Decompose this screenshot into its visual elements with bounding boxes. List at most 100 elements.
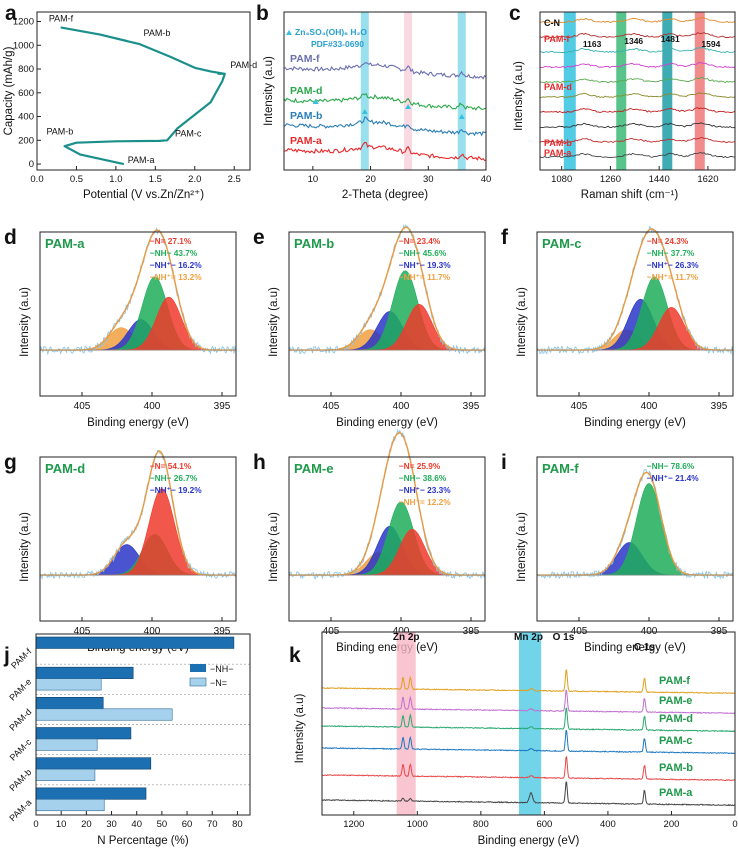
category-label: PAM-d	[7, 707, 33, 733]
x-tick-label: 1440	[649, 174, 670, 185]
curve-annotation: PAM-b	[144, 28, 171, 38]
category-label: PAM-f	[9, 646, 34, 671]
series-label: PAM-b	[659, 762, 693, 774]
x-tick-label: 400	[144, 401, 161, 412]
panel-title: PAM-e	[294, 461, 333, 476]
category-label: PAM-a	[7, 797, 33, 823]
category-label: PAM-e	[7, 677, 33, 703]
x-tick-label: 405	[74, 626, 91, 637]
x-tick-label: 30	[106, 819, 117, 830]
x-tick-label: 0.5	[70, 174, 83, 185]
plot-frame	[539, 11, 736, 171]
y-tick-label: 400	[18, 112, 34, 123]
raman-spectrum	[539, 107, 736, 114]
plot-frame	[36, 11, 251, 171]
highlight-band	[457, 12, 466, 170]
plot-frame	[288, 231, 486, 397]
series-label: PAM-f	[290, 53, 320, 65]
component-label: −NH⁺− 19.3%	[399, 260, 452, 270]
reference-marker	[361, 109, 368, 114]
x-tick-label: 1260	[600, 174, 621, 185]
component-label: −NH⁺− 26.3%	[647, 260, 700, 270]
peak-label: 1481	[661, 34, 680, 44]
axis-label: Binding energy (eV)	[478, 835, 580, 847]
x-tick-label: 1.0	[109, 174, 122, 185]
legend-label: Zn₄SO₄(OH)₆ H₂O	[295, 27, 367, 37]
plot-frame	[288, 456, 486, 622]
plot-frame	[283, 11, 487, 171]
series-label: PAM-b	[544, 138, 572, 148]
x-tick-label: 405	[571, 401, 588, 412]
plot-frame	[39, 456, 237, 622]
raman-spectrum	[539, 47, 736, 54]
x-tick-label: 1620	[697, 174, 718, 185]
raman-spectrum	[539, 61, 736, 69]
component-label: −NH⁺− 19.2%	[150, 485, 203, 495]
x-tick-label: 395	[711, 401, 728, 412]
axis-label: Intensity (a.u)	[268, 287, 280, 357]
raman-spectrum	[539, 92, 736, 99]
bar-n	[35, 708, 173, 721]
legend-swatch	[190, 664, 206, 672]
panel-title: PAM-f	[542, 461, 579, 476]
component-label: −NH− 45.6%	[399, 248, 447, 258]
highlight-band	[694, 12, 705, 170]
reference-marker	[405, 104, 412, 109]
peak-label: C 1s	[634, 642, 656, 653]
chart-panel-f: 405 400 395 PAM-c −N= 24.3% −NH− 37.7% −NH⁺− 2…	[516, 225, 734, 429]
panel-title: PAM-a	[45, 236, 85, 251]
x-tick-label: 200	[664, 819, 680, 830]
component-label: −N= 23.4%	[399, 236, 441, 246]
x-tick-label: 400	[600, 819, 616, 830]
axis-label: Binding energy (eV)	[87, 417, 189, 429]
series-label: PAM-a	[290, 135, 322, 147]
xps-survey-spectrum	[321, 669, 736, 695]
x-tick-label: 400	[144, 626, 161, 637]
x-tick-label: 800	[473, 819, 489, 830]
curve-annotation: PAM-b	[46, 126, 73, 136]
peak-label: 1163	[583, 39, 602, 49]
x-tick-label: 400	[393, 401, 410, 412]
peak-label: Mn 2p	[514, 632, 543, 643]
axis-label: Binding energy (eV)	[336, 642, 438, 654]
raman-spectrum	[539, 32, 736, 39]
highlight-band	[404, 12, 413, 170]
series-label: PAM-a	[659, 787, 693, 799]
panel-letter: a	[5, 2, 17, 25]
component-label: −NH⁺− 23.3%	[399, 485, 452, 495]
component-label: −NH⁺− 16.2%	[150, 260, 203, 270]
xrd-pattern	[283, 92, 486, 111]
component-label: −NH⁺= 11.7%	[399, 272, 451, 282]
raman-spectrum	[539, 137, 736, 144]
series-label: PAM-f	[544, 34, 570, 44]
xps-survey-spectrum	[321, 781, 736, 807]
xrd-pattern	[283, 116, 487, 137]
series-label: PAM-e	[659, 695, 692, 707]
xrd-pattern	[283, 62, 487, 80]
peak-label: 1594	[701, 39, 720, 49]
fit-component	[40, 276, 236, 351]
bar-n	[35, 798, 105, 812]
peak-label: 1346	[624, 36, 643, 46]
x-tick-label: 80	[232, 819, 243, 830]
axis-label: Intensity (a.u)	[19, 287, 31, 357]
reference-marker	[312, 99, 319, 104]
component-label: −N= 24.3%	[647, 236, 689, 246]
series-label: PAM-d	[290, 85, 322, 97]
band-label: C-N	[544, 18, 560, 28]
xps-survey-spectrum	[322, 755, 736, 782]
plot-frame	[536, 456, 734, 622]
bar-nh	[35, 636, 235, 649]
bar-nh	[35, 727, 132, 740]
xps-survey-spectrum	[321, 689, 736, 715]
plot-frame	[35, 633, 251, 816]
x-tick-label: 0	[732, 819, 737, 830]
series-label: PAM-f	[659, 675, 690, 687]
x-tick-label: 1080	[551, 174, 572, 185]
x-tick-label: 40	[131, 819, 142, 830]
highlight-band	[396, 632, 416, 815]
legend-label: PDF#33-0690	[311, 39, 364, 49]
raman-spectrum	[540, 16, 736, 24]
x-tick-label: 400	[641, 401, 658, 412]
